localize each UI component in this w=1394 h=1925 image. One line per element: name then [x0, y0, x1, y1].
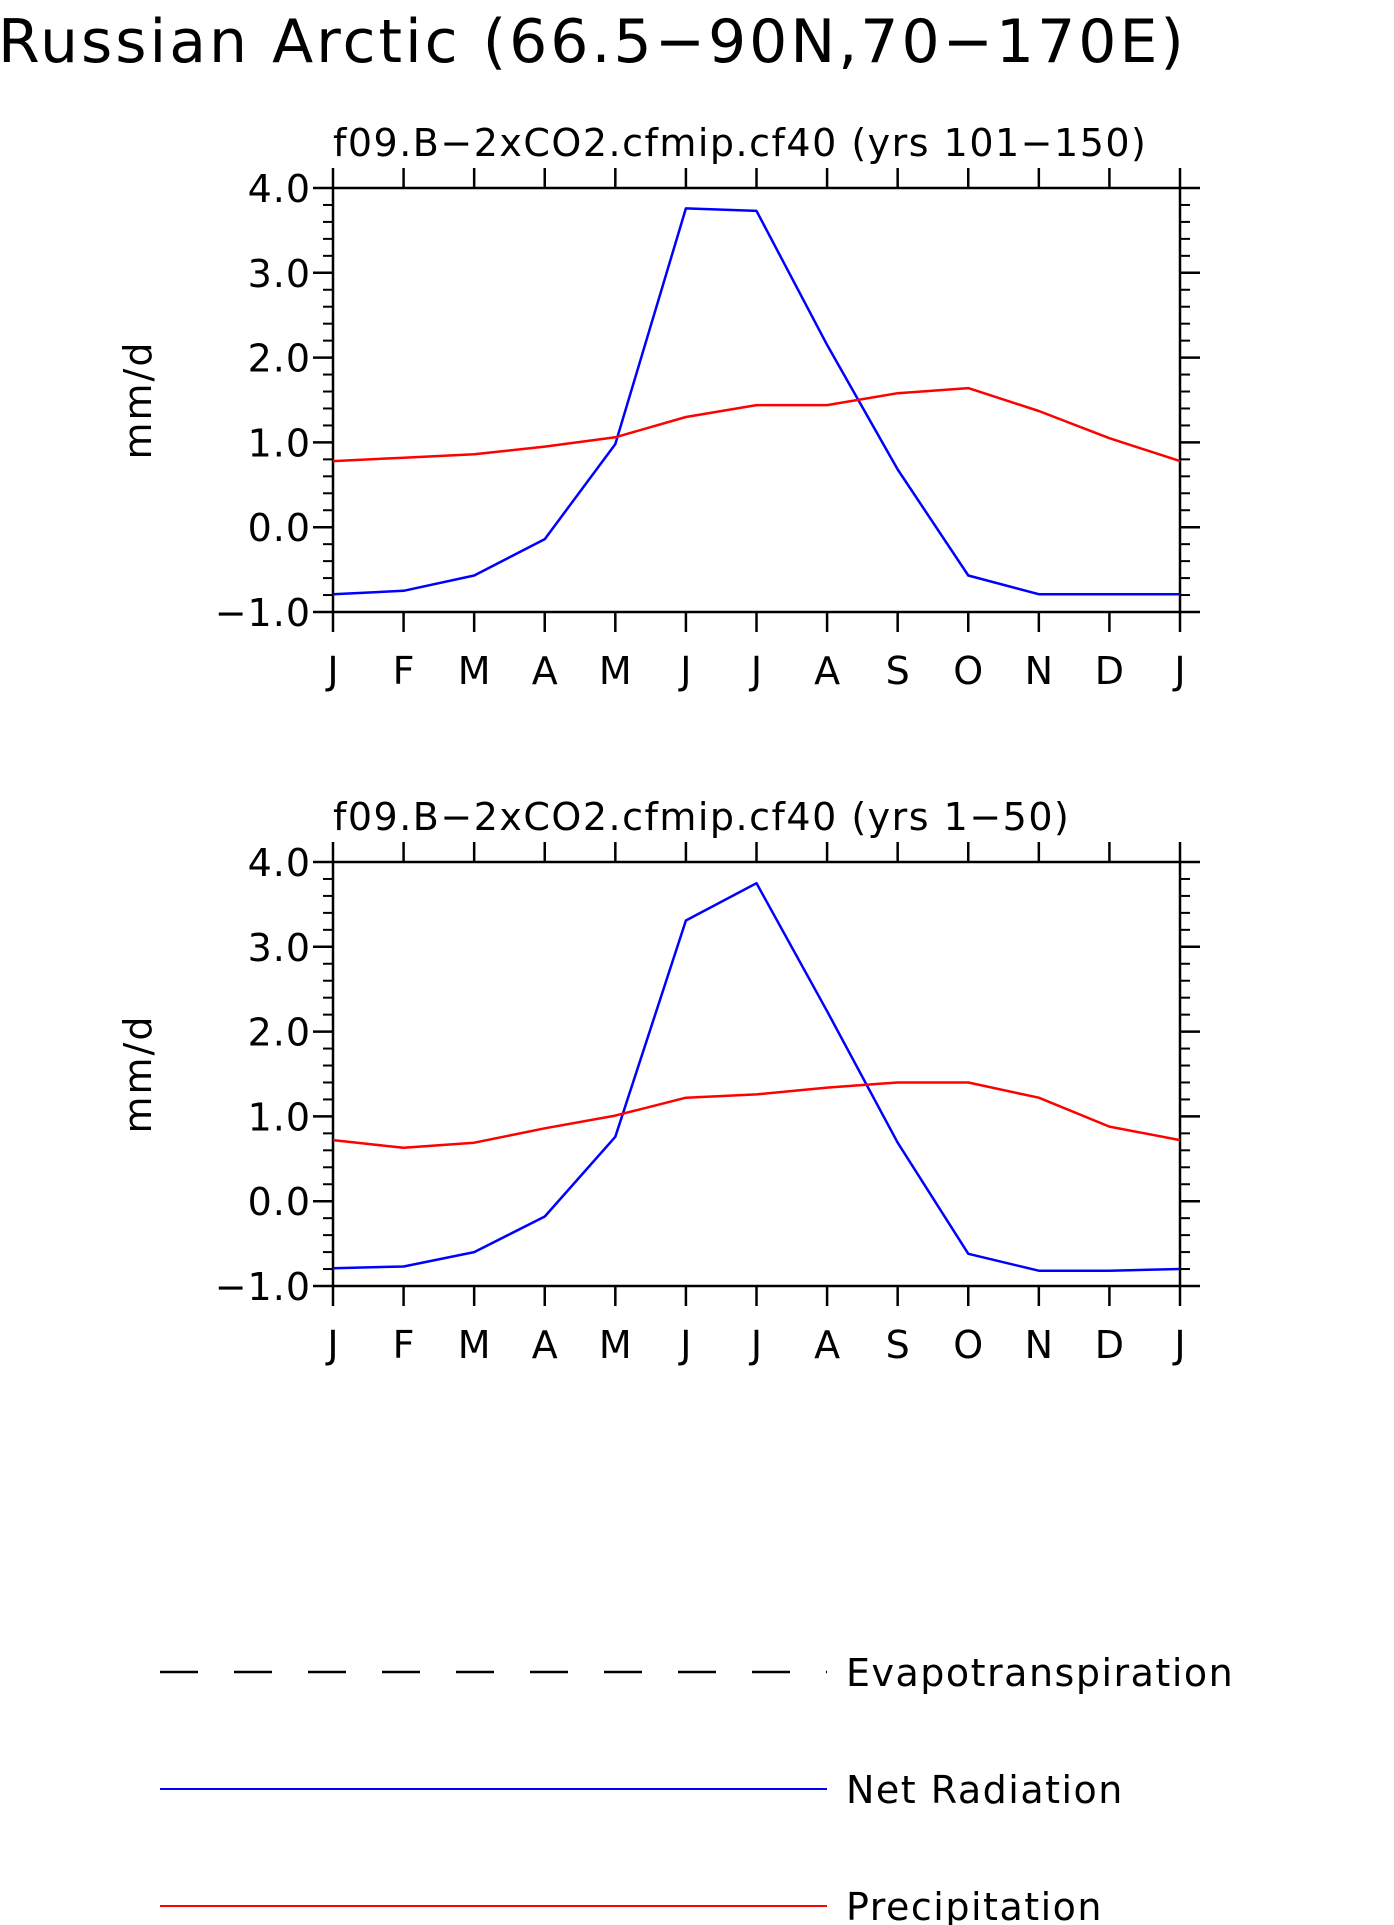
y-axis-ticks [313, 860, 1200, 1288]
y-tick-label: 3.0 [248, 926, 311, 970]
figure-title: Russian Arctic (66.5−90N,70−170E) [0, 7, 1187, 77]
x-tick-label: S [886, 649, 910, 693]
panel-2: −1.00.01.02.03.04.0J F M A M J J A S O N D Jmm/df09.… [116, 795, 1200, 1367]
x-tick-label: M [599, 1323, 632, 1367]
x-tick-label: D [1095, 1323, 1124, 1367]
x-tick-label: N [1025, 649, 1053, 693]
legend-precipitation-label: Precipitation [846, 1885, 1103, 1925]
y-axis-label: mm/d [116, 1015, 160, 1134]
y-tick-label: 0.0 [248, 1180, 311, 1224]
x-tick-label: J [325, 649, 338, 693]
x-tick-label: D [1095, 649, 1124, 693]
x-tick-label: S [886, 1323, 910, 1367]
x-tick-label: A [532, 1323, 558, 1367]
x-tick-label: J [1172, 1323, 1185, 1367]
x-tick-label: A [814, 1323, 840, 1367]
legend-evapotranspiration-label: Evapotranspiration [846, 1651, 1234, 1695]
x-tick-label: O [953, 649, 983, 693]
series-precipitation [332, 386, 1181, 463]
y-tick-label: −1.0 [215, 591, 311, 635]
legend: Evapotranspiration Net Radiation Precipi… [160, 1651, 1234, 1925]
x-tick-label: A [532, 649, 558, 693]
y-axis-ticks [313, 186, 1200, 614]
y-tick-label: 0.0 [248, 506, 311, 550]
panel-title: f09.B−2xCO2.cfmip.cf40 (yrs 101−150) [333, 121, 1147, 165]
y-tick-label: 2.0 [248, 1011, 311, 1055]
x-tick-label: N [1025, 1323, 1053, 1367]
legend-net-radiation-label: Net Radiation [846, 1768, 1124, 1812]
y-tick-label: 1.0 [248, 1095, 311, 1139]
y-tick-label: −1.0 [215, 1265, 311, 1309]
series-precipitation [332, 1081, 1181, 1150]
y-axis-label: mm/d [116, 341, 160, 460]
plot-frame [331, 860, 1182, 1288]
y-tick-label: 1.0 [248, 421, 311, 465]
x-tick-label: M [599, 649, 632, 693]
y-tick-label: 3.0 [248, 252, 311, 296]
panel-1: −1.00.01.02.03.04.0J F M A M J J A S O N D Jmm/df09.… [116, 121, 1200, 693]
plot-frame [331, 186, 1182, 614]
series-net-radiation [332, 881, 1181, 1272]
x-tick-label: J [749, 649, 762, 693]
x-tick-label: J [678, 1323, 691, 1367]
x-tick-label: J [678, 649, 691, 693]
x-tick-label: O [953, 1323, 983, 1367]
y-tick-label: 2.0 [248, 337, 311, 381]
series-net-radiation [332, 207, 1180, 596]
x-tick-label: J [1172, 649, 1185, 693]
y-tick-label: 4.0 [248, 167, 311, 211]
y-tick-label: 4.0 [248, 841, 311, 885]
x-tick-label: J [325, 1323, 338, 1367]
x-tick-label: M [458, 1323, 491, 1367]
x-tick-label: A [814, 649, 840, 693]
x-tick-label: J [749, 1323, 762, 1367]
x-tick-label: F [393, 649, 415, 693]
x-tick-label: M [458, 649, 491, 693]
panel-title: f09.B−2xCO2.cfmip.cf40 (yrs 1−50) [333, 795, 1070, 839]
x-tick-label: F [393, 1323, 415, 1367]
